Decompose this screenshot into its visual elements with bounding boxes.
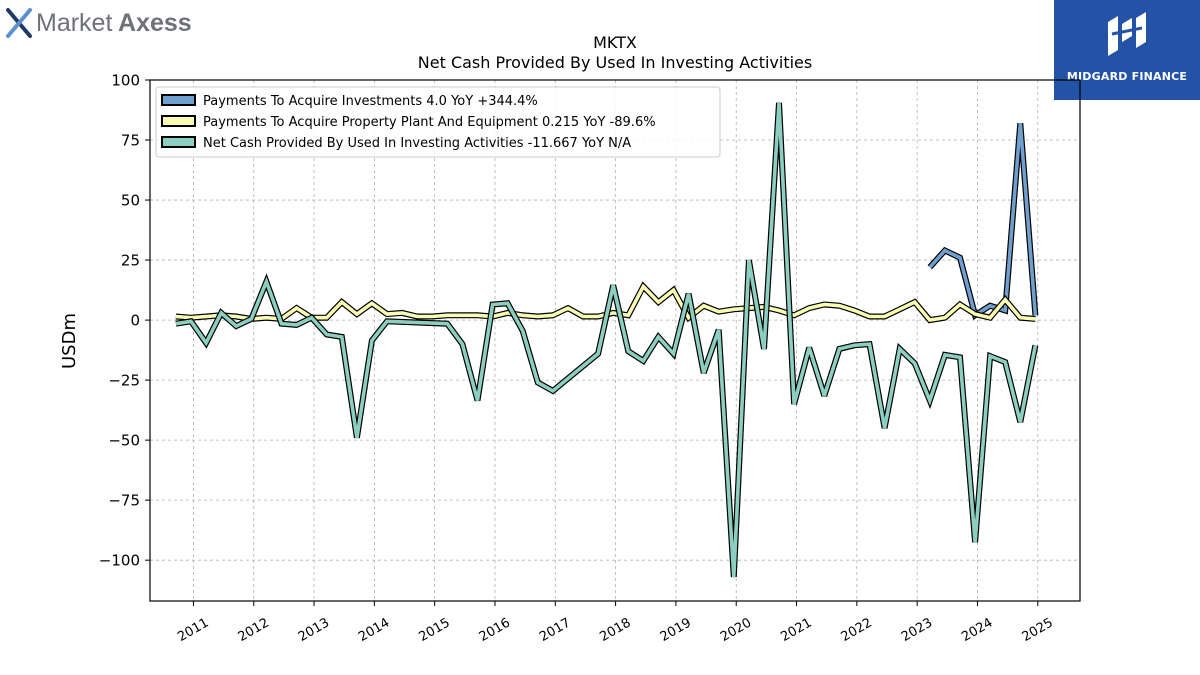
y-tick-label: 75: [121, 132, 140, 150]
legend-box: [155, 86, 721, 158]
y-tick-label: 50: [121, 192, 140, 210]
y-axis-label: USDm: [59, 313, 80, 369]
chart-title: MKTX: [593, 33, 637, 52]
x-tick-label: 2012: [236, 615, 272, 645]
x-tick-label: 2020: [718, 615, 754, 645]
company-logo-text-b: Axess: [118, 9, 192, 37]
legend-label: Net Cash Provided By Used In Investing A…: [203, 136, 631, 151]
midgard-emblem-icon: [1108, 12, 1146, 56]
grid-lines: [150, 79, 1080, 601]
series-2-outline: [175, 102, 1039, 578]
x-tick-label: 2011: [175, 615, 211, 645]
logo-x-mark-icon: [6, 8, 32, 38]
y-tick-label: 25: [121, 252, 140, 270]
y-axis-ticks: 100 75 50 25 0 −25 −50 −75 −100: [99, 72, 150, 570]
x-tick-label: 2023: [899, 615, 935, 645]
x-tick-label: 2021: [778, 615, 814, 645]
x-tick-label: 2024: [959, 615, 995, 645]
y-tick-label: 0: [130, 312, 140, 330]
series-lines: [175, 102, 1039, 578]
y-tick-label: −50: [108, 432, 140, 450]
series-0-line: [928, 123, 1038, 319]
company-logo: Market Axess: [6, 8, 192, 38]
midgard-finance-badge: MIDGARD FINANCE: [1054, 0, 1200, 100]
x-tick-label: 2018: [597, 615, 633, 645]
y-tick-label: 100: [111, 72, 140, 90]
legend: Payments To Acquire Investments 4.0 YoY …: [155, 86, 721, 158]
plot-frame: [149, 79, 1081, 602]
y-tick-label: −100: [99, 552, 140, 570]
legend-swatch: [161, 94, 196, 106]
legend-swatch: [161, 115, 196, 127]
x-tick-label: 2014: [356, 615, 392, 645]
y-tick-label: −25: [108, 372, 140, 390]
legend-label: Payments To Acquire Investments 4.0 YoY …: [203, 94, 538, 109]
series-2-line: [175, 102, 1038, 578]
x-tick-label: 2017: [537, 615, 573, 645]
x-tick-label: 2016: [477, 615, 513, 645]
x-tick-label: 2019: [658, 615, 694, 645]
x-axis-ticks: 2011 2012 2013 2014 2015 2016 2017 2018 2019 2020…: [175, 601, 1056, 645]
x-tick-label: 2013: [296, 615, 332, 645]
badge-text: MIDGARD FINANCE: [1066, 70, 1188, 83]
x-tick-label: 2022: [839, 615, 875, 645]
chart-subtitle: Net Cash Provided By Used In Investing A…: [418, 53, 812, 72]
legend-label: Payments To Acquire Property Plant And E…: [203, 115, 656, 130]
y-tick-label: −75: [108, 492, 140, 510]
company-logo-text-a: Market: [36, 9, 112, 37]
legend-swatch: [161, 136, 196, 148]
x-tick-label: 2025: [1020, 615, 1056, 645]
x-tick-label: 2015: [417, 615, 453, 645]
